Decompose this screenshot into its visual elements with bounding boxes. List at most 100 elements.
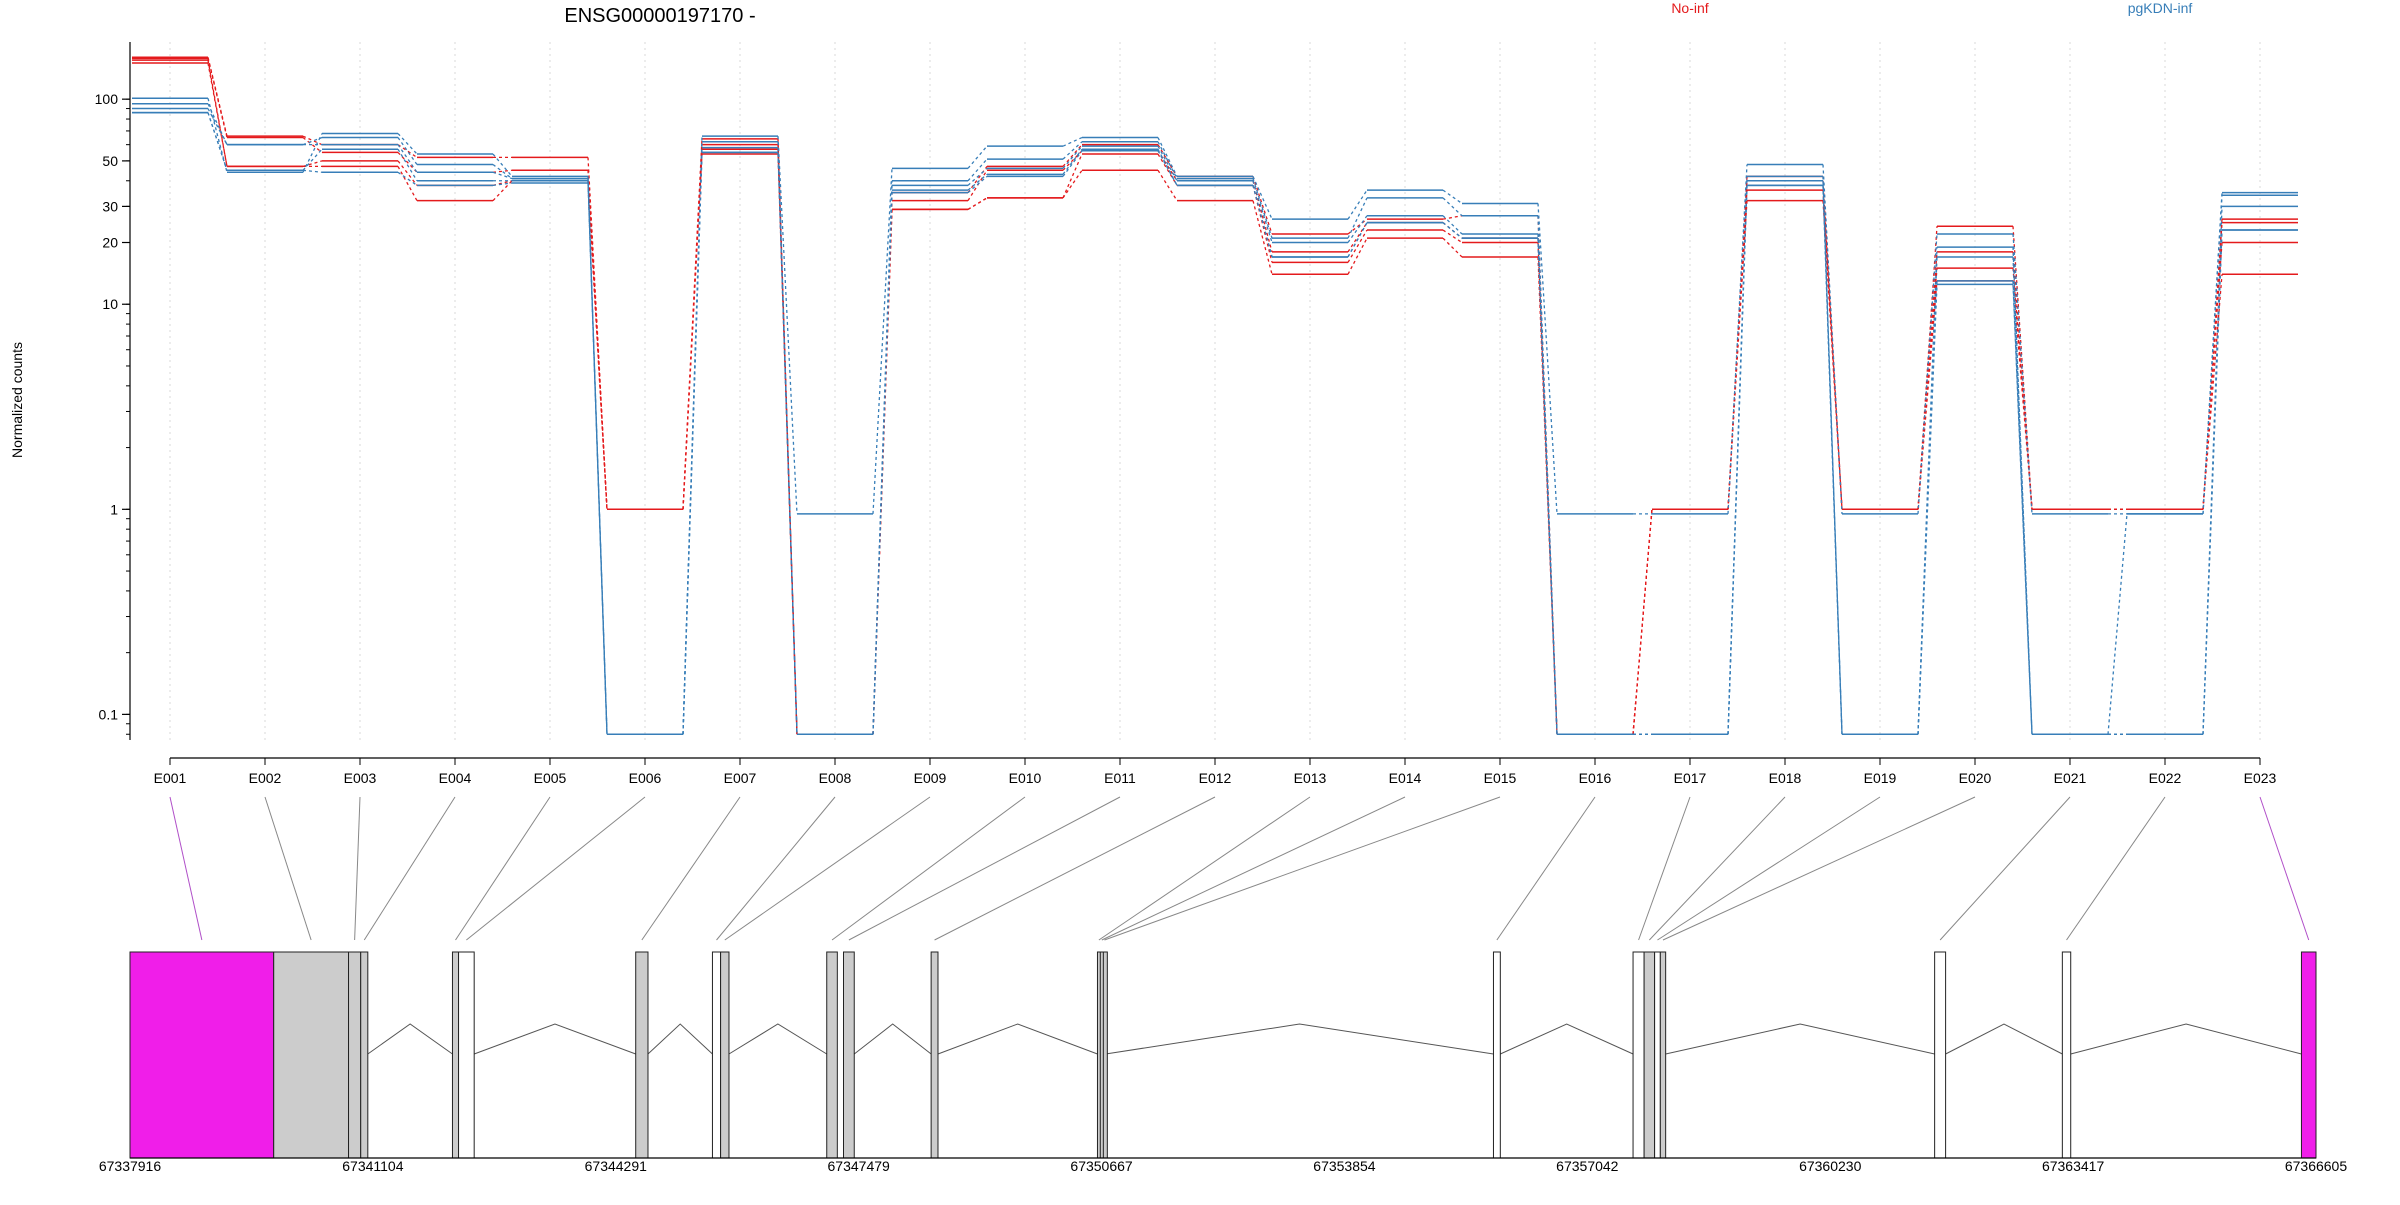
legend-label-no-inf: No-inf bbox=[1671, 0, 1708, 16]
data-connector bbox=[1822, 185, 1843, 735]
data-connector bbox=[397, 148, 418, 182]
connector-e010 bbox=[831, 796, 1026, 941]
data-connector bbox=[2107, 513, 2128, 735]
gene-model: 67337916 67341104 67344291 67347479 67350667… bbox=[99, 951, 2348, 1174]
coordinate-label: 67363417 bbox=[2042, 1158, 2105, 1174]
exon-box-e018 bbox=[1643, 951, 1656, 1159]
data-connector bbox=[397, 160, 418, 186]
x-tick-label-e013: E013 bbox=[1294, 770, 1327, 786]
data-connector bbox=[397, 171, 418, 186]
intron-line bbox=[1945, 1023, 2063, 1055]
connector-e021 bbox=[1939, 796, 2071, 941]
data-connector bbox=[1347, 222, 1368, 258]
data-connector bbox=[2012, 251, 2033, 510]
data-connector bbox=[492, 180, 513, 202]
data-connector bbox=[587, 183, 608, 735]
y-tick-label: 50 bbox=[102, 153, 118, 169]
connector-e015 bbox=[1104, 796, 1501, 941]
coordinate-label: 67360230 bbox=[1799, 1158, 1862, 1174]
data-connector bbox=[1917, 256, 1938, 735]
data-connector bbox=[2202, 195, 2223, 514]
x-tick-label-e008: E008 bbox=[819, 770, 852, 786]
connector-e005 bbox=[455, 796, 551, 941]
coordinate-label: 67366605 bbox=[2285, 1158, 2348, 1174]
data-connector bbox=[302, 169, 323, 173]
data-connector bbox=[1442, 197, 1463, 217]
exon-box-e009 bbox=[720, 951, 730, 1159]
x-tick-label-e014: E014 bbox=[1389, 770, 1422, 786]
intron-line bbox=[728, 1023, 828, 1055]
data-connector bbox=[967, 169, 988, 201]
x-tick-label-e023: E023 bbox=[2244, 770, 2277, 786]
data-connector bbox=[492, 164, 513, 180]
data-connector bbox=[1632, 509, 1653, 735]
data-connector bbox=[1252, 180, 1273, 253]
data-connector bbox=[1917, 284, 1938, 735]
data-connector bbox=[1632, 509, 1653, 735]
data-connector bbox=[967, 158, 988, 182]
coordinate-label: 67357042 bbox=[1556, 1158, 1619, 1174]
x-tick-label-e002: E002 bbox=[249, 770, 282, 786]
data-connector bbox=[397, 144, 418, 173]
x-tick-label-e009: E009 bbox=[914, 770, 947, 786]
exon-box-e011 bbox=[843, 951, 855, 1159]
connector-e011 bbox=[848, 796, 1121, 941]
data-connector bbox=[1062, 141, 1083, 160]
connector-e014 bbox=[1101, 796, 1406, 941]
data-connector bbox=[1157, 145, 1178, 182]
data-connector bbox=[967, 175, 988, 194]
data-connector bbox=[1537, 238, 1558, 735]
data-connector bbox=[1727, 185, 1748, 735]
grid-lines bbox=[169, 42, 2261, 740]
coordinate-label: 67337916 bbox=[99, 1158, 162, 1174]
coordinate-label: 67347479 bbox=[828, 1158, 891, 1174]
intron-line bbox=[474, 1023, 636, 1055]
x-tick-label-e016: E016 bbox=[1579, 770, 1612, 786]
exon-box-e003 bbox=[348, 951, 362, 1159]
data-connector bbox=[207, 108, 228, 145]
data-connector bbox=[1062, 136, 1083, 147]
data-connector bbox=[397, 137, 418, 165]
data-connector bbox=[1347, 229, 1368, 263]
exon-box-e012 bbox=[930, 951, 939, 1159]
x-tick-label-e004: E004 bbox=[439, 770, 472, 786]
exon-box-e016 bbox=[1492, 951, 1501, 1159]
exon-box-e022 bbox=[2061, 951, 2072, 1159]
data-connector bbox=[397, 133, 418, 155]
data-connector bbox=[1062, 145, 1083, 169]
data-connector bbox=[1157, 137, 1178, 177]
coordinate-label: 67341104 bbox=[342, 1158, 403, 1174]
x-tick-label-e018: E018 bbox=[1769, 770, 1802, 786]
data-connector bbox=[302, 135, 323, 146]
exon-box-e006 bbox=[458, 951, 475, 1159]
x-tick-label-e005: E005 bbox=[534, 770, 567, 786]
data-connector bbox=[1062, 148, 1083, 175]
chart-title: ENSG00000197170 - bbox=[564, 5, 755, 27]
data-connector bbox=[207, 112, 228, 171]
data-connector bbox=[1252, 176, 1273, 220]
connector-e013 bbox=[1098, 796, 1311, 941]
connector-e004 bbox=[363, 796, 456, 941]
data-connector bbox=[1347, 197, 1368, 239]
data-connector bbox=[1062, 153, 1083, 199]
exon-box-e008 bbox=[711, 951, 722, 1159]
data-connector bbox=[1442, 215, 1463, 235]
connector-e023 bbox=[2259, 796, 2310, 941]
x-tick-label-e015: E015 bbox=[1484, 770, 1517, 786]
connector-e008 bbox=[716, 796, 836, 941]
data-connector bbox=[207, 103, 228, 145]
exon-box-e002 bbox=[273, 951, 350, 1159]
data-connector bbox=[1442, 222, 1463, 239]
data-connector bbox=[492, 153, 513, 177]
data-connector bbox=[1442, 229, 1463, 244]
exon-box-e001 bbox=[129, 951, 275, 1159]
intron-line bbox=[937, 1023, 1098, 1055]
data-connector bbox=[1822, 164, 1843, 514]
y-tick-label: 0.1 bbox=[99, 706, 119, 722]
x-tick-label-e012: E012 bbox=[1199, 770, 1232, 786]
data-connector bbox=[1157, 150, 1178, 186]
data-connector bbox=[1347, 222, 1368, 253]
data-connector bbox=[967, 145, 988, 169]
